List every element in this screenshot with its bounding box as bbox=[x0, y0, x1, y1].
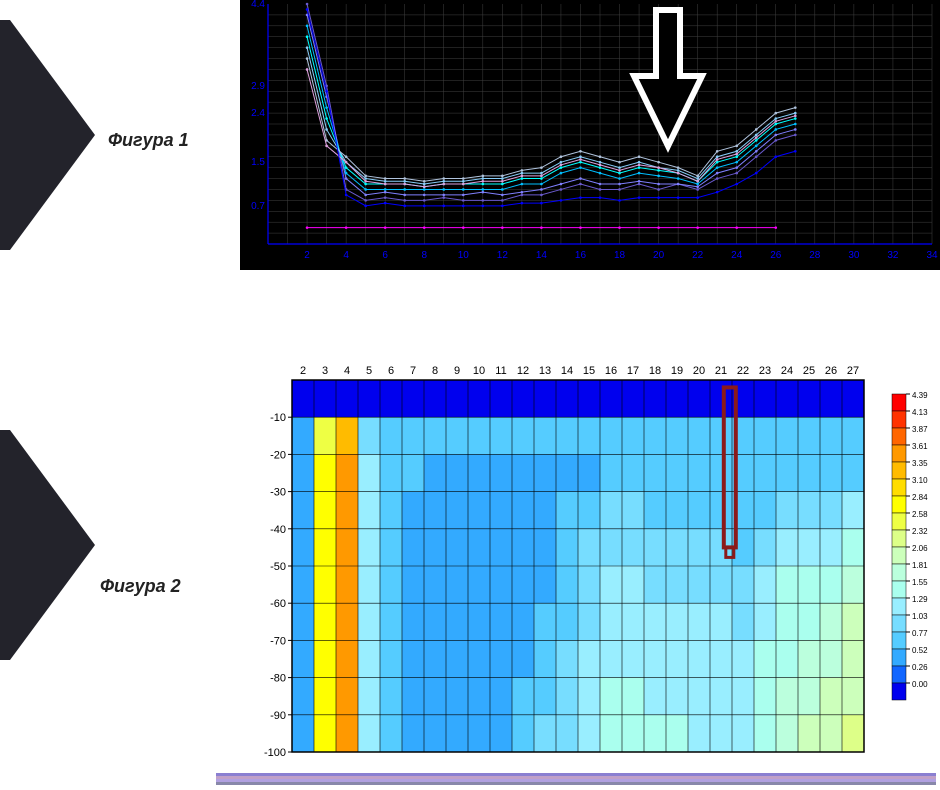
svg-text:32: 32 bbox=[887, 250, 899, 261]
svg-text:1.03: 1.03 bbox=[912, 612, 928, 621]
svg-text:10: 10 bbox=[473, 365, 485, 377]
deco-arrow-2 bbox=[0, 430, 100, 660]
svg-text:4.13: 4.13 bbox=[912, 408, 928, 417]
svg-text:6: 6 bbox=[388, 365, 394, 377]
svg-text:2.4: 2.4 bbox=[251, 108, 265, 119]
svg-text:24: 24 bbox=[781, 365, 793, 377]
svg-text:4: 4 bbox=[343, 250, 349, 261]
svg-text:1.81: 1.81 bbox=[912, 561, 928, 570]
svg-text:6: 6 bbox=[382, 250, 388, 261]
svg-text:3.35: 3.35 bbox=[912, 459, 928, 468]
svg-text:2: 2 bbox=[300, 365, 306, 377]
svg-text:-50: -50 bbox=[270, 561, 286, 573]
svg-text:8: 8 bbox=[432, 365, 438, 377]
svg-text:34: 34 bbox=[926, 250, 938, 261]
svg-text:-30: -30 bbox=[270, 487, 286, 499]
svg-text:22: 22 bbox=[737, 365, 749, 377]
svg-text:5: 5 bbox=[366, 365, 372, 377]
svg-text:26: 26 bbox=[770, 250, 782, 261]
fig2-legend: 4.39 4.13 3.87 3.61 3.35 3.10 2.84 2.58 2.32 2.06… bbox=[890, 390, 938, 735]
deco-arrow-1 bbox=[0, 20, 100, 250]
fig1-svg: 0.71.52.42.94.42468101214161820222426283… bbox=[240, 0, 940, 270]
svg-text:4.4: 4.4 bbox=[251, 0, 265, 10]
svg-text:13: 13 bbox=[539, 365, 551, 377]
fig2-heatmap: 2345678910111213141516171819202122232425… bbox=[250, 360, 870, 760]
svg-text:30: 30 bbox=[848, 250, 860, 261]
svg-text:2.06: 2.06 bbox=[912, 544, 928, 553]
svg-text:18: 18 bbox=[649, 365, 661, 377]
svg-text:0.77: 0.77 bbox=[912, 629, 928, 638]
svg-text:4: 4 bbox=[344, 365, 350, 377]
svg-text:-90: -90 bbox=[270, 710, 286, 722]
fig1-line-chart: 0.71.52.42.94.42468101214161820222426283… bbox=[240, 0, 940, 270]
svg-text:0.52: 0.52 bbox=[912, 646, 928, 655]
svg-text:0.26: 0.26 bbox=[912, 663, 928, 672]
svg-text:1.5: 1.5 bbox=[251, 157, 265, 168]
svg-text:21: 21 bbox=[715, 365, 727, 377]
svg-text:15: 15 bbox=[583, 365, 595, 377]
svg-text:0.7: 0.7 bbox=[251, 201, 265, 212]
svg-text:7: 7 bbox=[410, 365, 416, 377]
svg-text:14: 14 bbox=[536, 250, 548, 261]
svg-text:18: 18 bbox=[614, 250, 626, 261]
svg-text:16: 16 bbox=[605, 365, 617, 377]
svg-text:-40: -40 bbox=[270, 524, 286, 536]
svg-text:8: 8 bbox=[421, 250, 427, 261]
svg-text:22: 22 bbox=[692, 250, 704, 261]
svg-text:-20: -20 bbox=[270, 449, 286, 461]
svg-text:14: 14 bbox=[561, 365, 573, 377]
svg-text:3.87: 3.87 bbox=[912, 425, 928, 434]
fig1-pointer-arrow bbox=[628, 6, 708, 161]
svg-text:9: 9 bbox=[454, 365, 460, 377]
svg-text:-70: -70 bbox=[270, 635, 286, 647]
svg-text:1.55: 1.55 bbox=[912, 578, 928, 587]
fig1-label: Фигура 1 bbox=[108, 130, 189, 151]
svg-text:0.00: 0.00 bbox=[912, 680, 928, 689]
svg-text:20: 20 bbox=[693, 365, 705, 377]
svg-text:2.58: 2.58 bbox=[912, 510, 928, 519]
svg-text:2.32: 2.32 bbox=[912, 527, 928, 536]
svg-text:28: 28 bbox=[809, 250, 821, 261]
svg-text:2: 2 bbox=[304, 250, 310, 261]
svg-text:-60: -60 bbox=[270, 598, 286, 610]
noise-strip bbox=[216, 772, 936, 784]
fig2-label: Фигура 2 bbox=[100, 576, 181, 597]
svg-text:3.61: 3.61 bbox=[912, 442, 928, 451]
svg-text:4.39: 4.39 bbox=[912, 391, 928, 400]
svg-text:16: 16 bbox=[575, 250, 587, 261]
svg-text:11: 11 bbox=[495, 365, 506, 377]
svg-text:25: 25 bbox=[803, 365, 815, 377]
svg-text:-10: -10 bbox=[270, 412, 286, 424]
svg-text:-80: -80 bbox=[270, 673, 286, 685]
svg-text:12: 12 bbox=[497, 250, 509, 261]
svg-text:3: 3 bbox=[322, 365, 328, 377]
svg-text:24: 24 bbox=[731, 250, 743, 261]
svg-text:2.9: 2.9 bbox=[251, 81, 265, 92]
svg-text:2.84: 2.84 bbox=[912, 493, 928, 502]
svg-text:17: 17 bbox=[627, 365, 639, 377]
svg-text:12: 12 bbox=[517, 365, 529, 377]
svg-text:27: 27 bbox=[847, 365, 859, 377]
svg-text:26: 26 bbox=[825, 365, 837, 377]
svg-text:1.29: 1.29 bbox=[912, 595, 928, 604]
svg-text:23: 23 bbox=[759, 365, 771, 377]
svg-text:19: 19 bbox=[671, 365, 683, 377]
fig2-svg: 2345678910111213141516171819202122232425… bbox=[250, 360, 870, 760]
svg-text:3.10: 3.10 bbox=[912, 476, 928, 485]
svg-text:-100: -100 bbox=[264, 747, 286, 759]
svg-text:20: 20 bbox=[653, 250, 665, 261]
svg-text:10: 10 bbox=[458, 250, 470, 261]
